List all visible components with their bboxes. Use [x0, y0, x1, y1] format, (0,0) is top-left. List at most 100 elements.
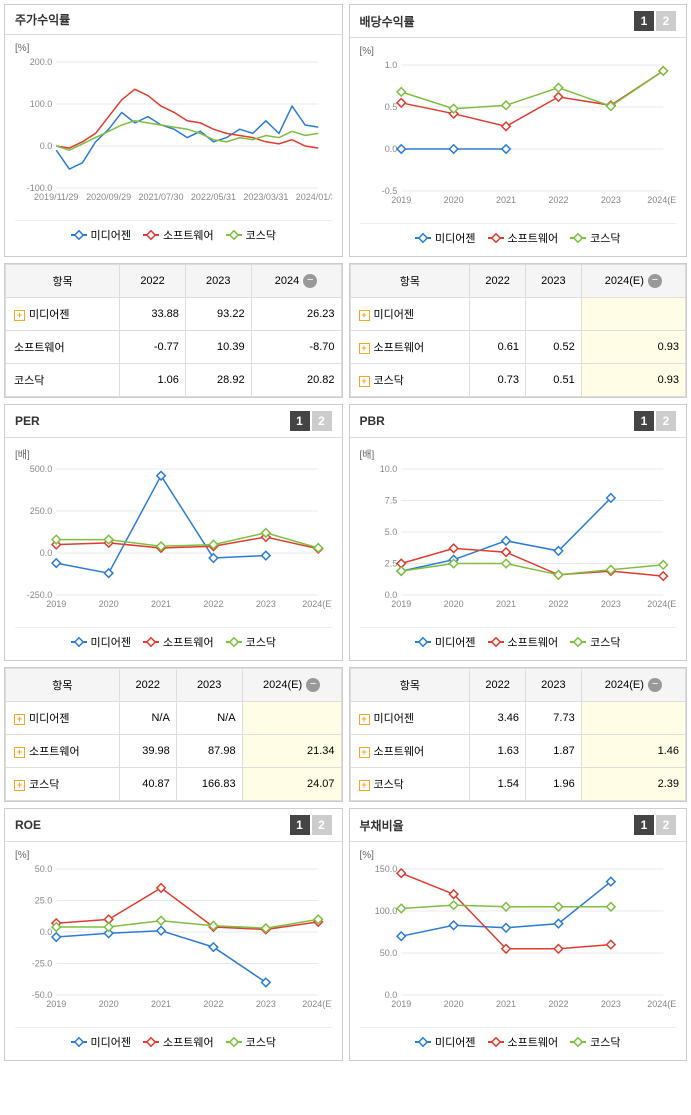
tab-2[interactable]: 2	[312, 411, 332, 431]
legend-item: 코스닥	[570, 230, 620, 246]
svg-text:2023: 2023	[600, 999, 620, 1009]
collapse-icon[interactable]: −	[306, 678, 320, 692]
table-cell: 1.46	[581, 735, 685, 768]
unit-label: [%]	[360, 46, 677, 57]
table-cell	[526, 298, 582, 331]
expand-icon[interactable]: +	[14, 747, 25, 758]
table-row: +코스닥0.730.510.93	[350, 364, 686, 397]
svg-text:2021/07/30: 2021/07/30	[139, 192, 184, 202]
table-row: +미디어젠	[350, 298, 686, 331]
chart-panel: PER12[배]-250.00.0250.0500.02019202020212…	[4, 404, 343, 661]
legend: 미디어젠소프트웨어코스닥	[360, 223, 677, 252]
chart-svg: 0.050.0100.0150.020192020202120222023202…	[360, 863, 677, 1023]
legend-item: 미디어젠	[415, 230, 475, 246]
collapse-icon[interactable]: −	[648, 274, 662, 288]
chart-area: [%]-0.50.00.51.0201920202021202220232024…	[350, 38, 687, 256]
svg-text:2019: 2019	[46, 599, 66, 609]
svg-text:2022: 2022	[548, 999, 568, 1009]
svg-text:2022: 2022	[203, 999, 223, 1009]
table-header: 2023	[185, 265, 251, 298]
collapse-icon[interactable]: −	[303, 274, 317, 288]
svg-text:2024(E): 2024(E)	[302, 999, 331, 1009]
svg-text:0.0: 0.0	[40, 548, 53, 558]
expand-icon[interactable]: +	[14, 714, 25, 725]
table-header: 2023	[526, 265, 582, 298]
svg-text:2022: 2022	[203, 599, 223, 609]
row-label: +미디어젠	[6, 702, 120, 735]
data-table: 항목202220232024−+미디어젠33.8893.2226.23소프트웨어…	[5, 264, 342, 397]
chart-area: [%]0.050.0100.0150.020192020202120222023…	[350, 842, 687, 1060]
svg-text:2020/09/29: 2020/09/29	[86, 192, 131, 202]
legend-label: 코스닥	[246, 634, 276, 650]
table-header: 2024(E)−	[581, 669, 685, 702]
table-header: 항목	[6, 265, 120, 298]
legend-label: 미디어젠	[435, 634, 475, 650]
tab-2[interactable]: 2	[656, 411, 676, 431]
tab-1[interactable]: 1	[634, 11, 654, 31]
tab-2[interactable]: 2	[656, 11, 676, 31]
table-row: +소프트웨어0.610.520.93	[350, 331, 686, 364]
table-cell: 1.87	[526, 735, 582, 768]
legend-label: 코스닥	[590, 1034, 620, 1050]
table-header: 항목	[350, 265, 470, 298]
tab-group: 12	[634, 411, 676, 431]
svg-text:2019/11/29: 2019/11/29	[34, 192, 78, 202]
collapse-icon[interactable]: −	[648, 678, 662, 692]
svg-text:2021: 2021	[151, 599, 171, 609]
table-panel: 항목202220232024(E)−+미디어젠+소프트웨어0.610.520.9…	[349, 263, 688, 398]
panel-header: 주가수익률	[5, 5, 342, 35]
table-cell: N/A	[176, 702, 242, 735]
svg-text:250.0: 250.0	[30, 506, 53, 516]
legend-item: 소프트웨어	[143, 1034, 214, 1050]
table-cell: 3.46	[470, 702, 526, 735]
table-row: 소프트웨어-0.7710.39-8.70	[6, 331, 342, 364]
tab-1[interactable]: 1	[290, 411, 310, 431]
tab-1[interactable]: 1	[290, 815, 310, 835]
chart-svg: -250.00.0250.0500.0201920202021202220232…	[15, 463, 332, 623]
expand-icon[interactable]: +	[359, 747, 370, 758]
unit-label: [배]	[360, 446, 677, 461]
tab-2[interactable]: 2	[656, 815, 676, 835]
expand-icon[interactable]: +	[359, 343, 370, 354]
chart-svg: -50.0-25.00.025.050.02019202020212022202…	[15, 863, 332, 1023]
table-row: +코스닥1.541.962.39	[350, 768, 686, 801]
legend-label: 코스닥	[590, 230, 620, 246]
table-cell: 0.93	[581, 331, 685, 364]
tab-1[interactable]: 1	[634, 411, 654, 431]
svg-text:2024(E): 2024(E)	[647, 999, 676, 1009]
tab-2[interactable]: 2	[312, 815, 332, 835]
legend-label: 미디어젠	[435, 230, 475, 246]
table-cell: 7.73	[526, 702, 582, 735]
row-label: +코스닥	[6, 768, 120, 801]
svg-text:2024(E): 2024(E)	[647, 599, 676, 609]
table-cell: 24.07	[242, 768, 341, 801]
svg-text:2019: 2019	[391, 999, 411, 1009]
legend: 미디어젠소프트웨어코스닥	[360, 1027, 677, 1056]
table-cell: 87.98	[176, 735, 242, 768]
svg-text:10.0: 10.0	[379, 464, 397, 474]
table-cell: -8.70	[251, 331, 341, 364]
table-cell: 1.96	[526, 768, 582, 801]
svg-text:2022/05/31: 2022/05/31	[191, 192, 236, 202]
expand-icon[interactable]: +	[359, 780, 370, 791]
legend-label: 코스닥	[246, 1034, 276, 1050]
table-header: 2023	[176, 669, 242, 702]
legend-label: 소프트웨어	[163, 227, 214, 243]
table-cell: 26.23	[251, 298, 341, 331]
table-cell: 1.06	[120, 364, 186, 397]
expand-icon[interactable]: +	[359, 310, 370, 321]
svg-text:2020: 2020	[99, 599, 119, 609]
expand-icon[interactable]: +	[359, 376, 370, 387]
svg-text:200.0: 200.0	[30, 57, 53, 67]
legend-item: 코스닥	[570, 1034, 620, 1050]
svg-text:2021: 2021	[151, 999, 171, 1009]
expand-icon[interactable]: +	[14, 310, 25, 321]
expand-icon[interactable]: +	[359, 714, 370, 725]
expand-icon[interactable]: +	[14, 780, 25, 791]
table-cell: 0.73	[470, 364, 526, 397]
legend-label: 미디어젠	[91, 1034, 131, 1050]
svg-text:2019: 2019	[46, 999, 66, 1009]
tab-1[interactable]: 1	[634, 815, 654, 835]
svg-text:2022: 2022	[548, 599, 568, 609]
svg-text:2023/03/31: 2023/03/31	[243, 192, 288, 202]
